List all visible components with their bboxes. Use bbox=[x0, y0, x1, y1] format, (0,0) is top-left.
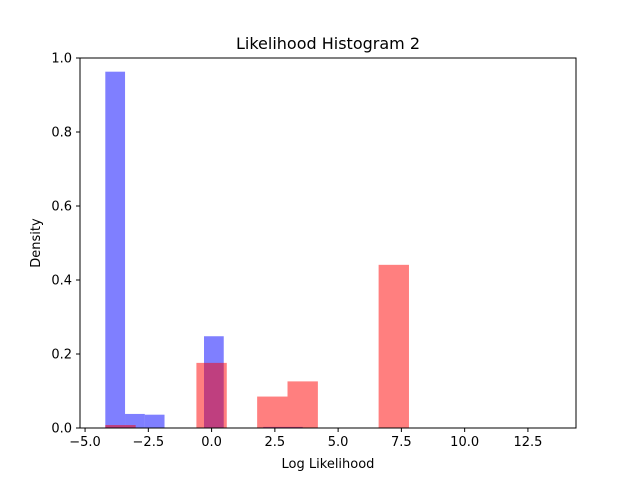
x-tick-label: 12.5 bbox=[513, 435, 542, 450]
bars-layer bbox=[105, 71, 409, 428]
x-tick-label: 0.0 bbox=[201, 435, 222, 450]
x-axis-ticks: −5.0 −2.5 0.0 2.5 5.0 7.5 10.0 12.5 bbox=[69, 428, 542, 450]
histogram-bar-series2-bin1 bbox=[105, 425, 136, 428]
x-tick-label: 2.5 bbox=[265, 435, 286, 450]
x-tick-label: 5.0 bbox=[328, 435, 349, 450]
x-tick-label: 10.0 bbox=[450, 435, 479, 450]
histogram-bar-series2-bin5 bbox=[378, 264, 409, 428]
y-tick-label: 0.4 bbox=[51, 274, 72, 289]
chart-title: Likelihood Histogram 2 bbox=[236, 34, 420, 53]
histogram-bar-series2-bin3 bbox=[257, 396, 288, 428]
x-tick-label: 7.5 bbox=[391, 435, 412, 450]
y-tick-label: 0.6 bbox=[51, 200, 72, 215]
y-tick-label: 0.2 bbox=[51, 348, 72, 363]
histogram-bar-series1-bin1 bbox=[105, 71, 126, 428]
histogram-bar-series2-bin2 bbox=[196, 362, 227, 428]
plot-area-frame bbox=[79, 57, 577, 429]
x-tick-label: −2.5 bbox=[133, 435, 165, 450]
y-axis-ticks: 0.0 0.2 0.4 0.6 0.8 1.0 bbox=[51, 52, 80, 437]
histogram-bar-series2-bin4 bbox=[287, 381, 318, 428]
y-tick-label: 0.8 bbox=[51, 126, 72, 141]
y-axis-label: Density bbox=[29, 218, 44, 268]
histogram-bar-series1-bin3 bbox=[144, 414, 165, 428]
y-tick-label: 0.0 bbox=[51, 422, 72, 437]
x-tick-label: −5.0 bbox=[69, 435, 101, 450]
histogram-bar-series1-bin2 bbox=[125, 413, 145, 428]
y-tick-label: 1.0 bbox=[51, 52, 72, 67]
x-axis-label: Log Likelihood bbox=[282, 457, 375, 472]
